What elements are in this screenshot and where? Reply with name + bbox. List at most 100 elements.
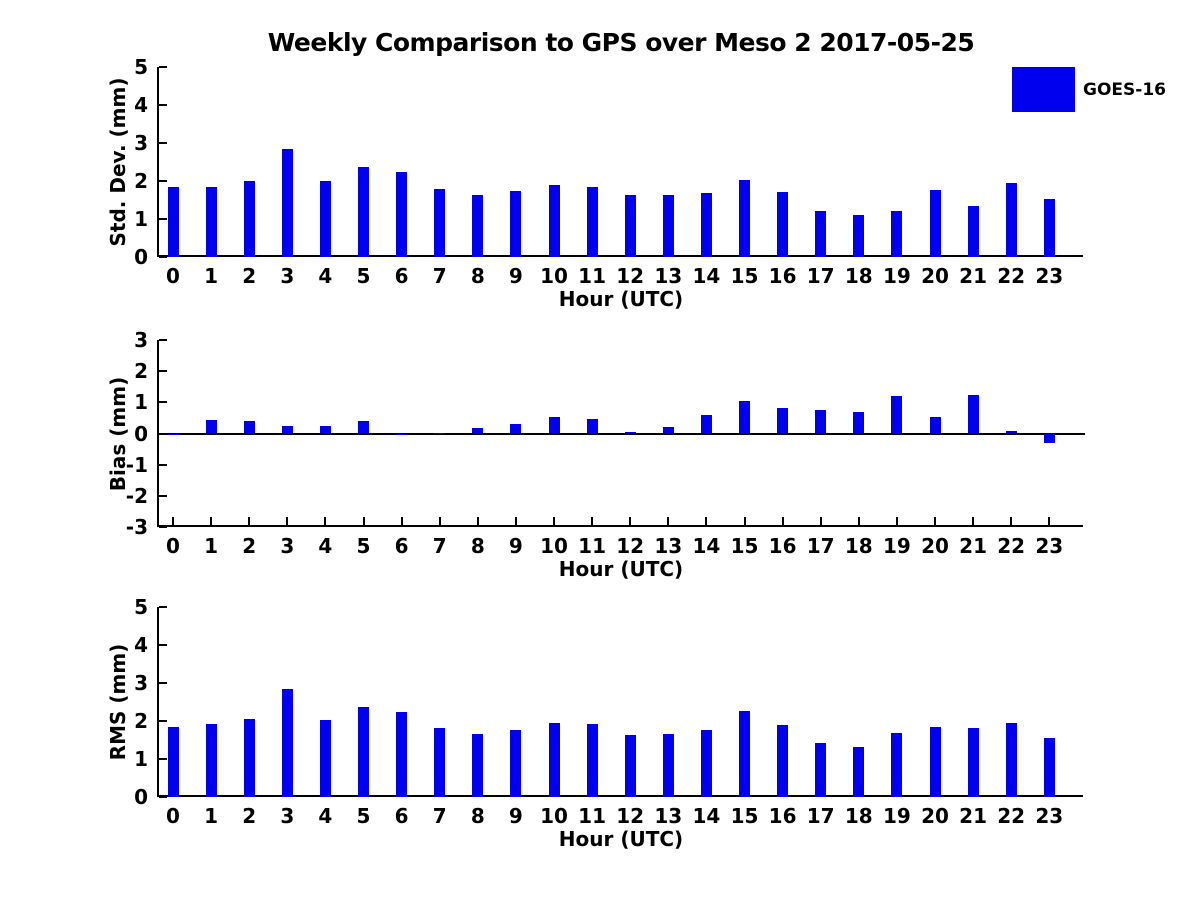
plot-area (157, 66, 1083, 258)
legend-label: GOES-16 (1083, 79, 1166, 100)
x-tick-label: 13 (654, 264, 683, 288)
x-tick-label: 16 (768, 534, 797, 558)
bar-hour-2 (244, 421, 255, 434)
x-tick-label: 18 (844, 264, 873, 288)
chart-title: Weekly Comparison to GPS over Meso 2 201… (267, 28, 975, 57)
bar-hour-17 (815, 409, 826, 434)
bar-hour-0 (168, 727, 179, 797)
x-tick-label: 1 (204, 264, 219, 288)
bar-hour-21 (968, 395, 979, 434)
x-tick-label: 13 (654, 804, 683, 828)
y-tick-label: 0 (134, 421, 148, 446)
bar-hour-6 (396, 711, 407, 797)
x-axis-tick (1010, 517, 1013, 525)
bar-hour-19 (891, 396, 902, 434)
bar-hour-20 (930, 417, 941, 434)
bar-hour-4 (320, 426, 331, 434)
bar-hour-15 (739, 400, 750, 434)
x-axis-tick (248, 517, 251, 525)
bar-hour-13 (663, 734, 674, 797)
y-axis-tick (159, 644, 167, 646)
bar-hour-5 (358, 167, 369, 257)
x-tick-label: 5 (356, 534, 371, 558)
x-tick-label: 7 (432, 804, 447, 828)
bar-hour-14 (701, 192, 712, 257)
x-axis-tick (286, 517, 289, 525)
x-axis-tick (934, 517, 936, 525)
x-tick-label: 11 (578, 534, 607, 558)
y-axis-tick (159, 682, 167, 684)
bar-hour-1 (206, 420, 217, 434)
bar-hour-23 (1044, 738, 1055, 797)
bar-hour-16 (777, 191, 788, 257)
zero-line (157, 432, 1085, 435)
y-tick-label: 0 (134, 245, 148, 269)
x-axis-label: Hour (UTC) (558, 827, 684, 851)
x-tick-label: 12 (616, 534, 645, 558)
y-tick-label: -1 (125, 452, 148, 477)
y-tick-label: -2 (125, 483, 148, 508)
x-axis-tick (629, 517, 632, 525)
y-tick-label: 0 (134, 785, 148, 809)
x-tick-label: 17 (806, 534, 835, 558)
x-tick-label: 4 (318, 264, 333, 288)
x-tick-label: 7 (432, 264, 447, 288)
x-axis-tick (667, 517, 670, 525)
y-axis-tick (159, 526, 167, 528)
y-axis-tick (159, 494, 167, 497)
bar-hour-7 (434, 433, 445, 435)
x-axis-tick (857, 517, 860, 525)
bar-hour-6 (396, 171, 407, 257)
y-tick-label: 3 (134, 131, 148, 155)
bar-hour-12 (625, 195, 636, 257)
x-tick-label: 6 (394, 264, 409, 288)
bar-hour-22 (1006, 431, 1017, 434)
bar-hour-19 (891, 733, 902, 797)
x-tick-label: 15 (730, 534, 759, 558)
x-tick-label: 2 (242, 264, 257, 288)
x-axis-tick (1048, 517, 1051, 525)
x-tick-label: 8 (470, 534, 485, 558)
y-tick-label: 2 (134, 709, 148, 733)
y-axis-tick (159, 401, 167, 404)
bar-hour-11 (587, 724, 598, 797)
bar-hour-15 (739, 710, 750, 797)
bar-hour-12 (625, 431, 636, 434)
x-tick-label: 5 (356, 264, 371, 288)
bar-hour-8 (472, 194, 483, 257)
legend-swatch-icon (1012, 67, 1075, 112)
y-tick-label: 5 (134, 55, 148, 79)
bar-hour-13 (663, 426, 674, 434)
bar-hour-4 (320, 181, 331, 257)
x-axis-label: Hour (UTC) (558, 557, 684, 581)
x-axis-tick (553, 517, 555, 525)
bar-hour-5 (358, 706, 369, 797)
bar-hour-2 (244, 719, 255, 797)
y-tick-label: 2 (134, 359, 148, 384)
bar-hour-11 (587, 187, 598, 257)
y-axis-tick (159, 606, 167, 608)
x-tick-label: 11 (578, 264, 607, 288)
bar-hour-18 (853, 411, 864, 434)
y-axis-tick (159, 796, 167, 798)
x-tick-label: 12 (616, 804, 645, 828)
bar-hour-3 (282, 688, 293, 797)
x-tick-label: 19 (882, 804, 911, 828)
x-axis-tick (591, 517, 594, 525)
x-tick-label: 1 (204, 804, 219, 828)
y-axis-tick (159, 142, 167, 144)
x-tick-label: 20 (921, 804, 949, 828)
x-tick-label: 7 (432, 534, 447, 558)
y-tick-label: 4 (134, 93, 148, 117)
y-tick-label: 3 (134, 671, 148, 695)
bar-hour-7 (434, 188, 445, 257)
x-axis-tick (819, 517, 822, 525)
bar-hour-4 (320, 719, 331, 797)
x-axis-tick (400, 517, 403, 525)
bar-hour-18 (853, 747, 864, 797)
x-axis-tick (514, 517, 517, 525)
y-tick-label: 4 (134, 633, 148, 657)
bar-hour-21 (968, 206, 979, 257)
y-tick-label: 2 (134, 169, 148, 193)
x-tick-label: 5 (356, 804, 371, 828)
